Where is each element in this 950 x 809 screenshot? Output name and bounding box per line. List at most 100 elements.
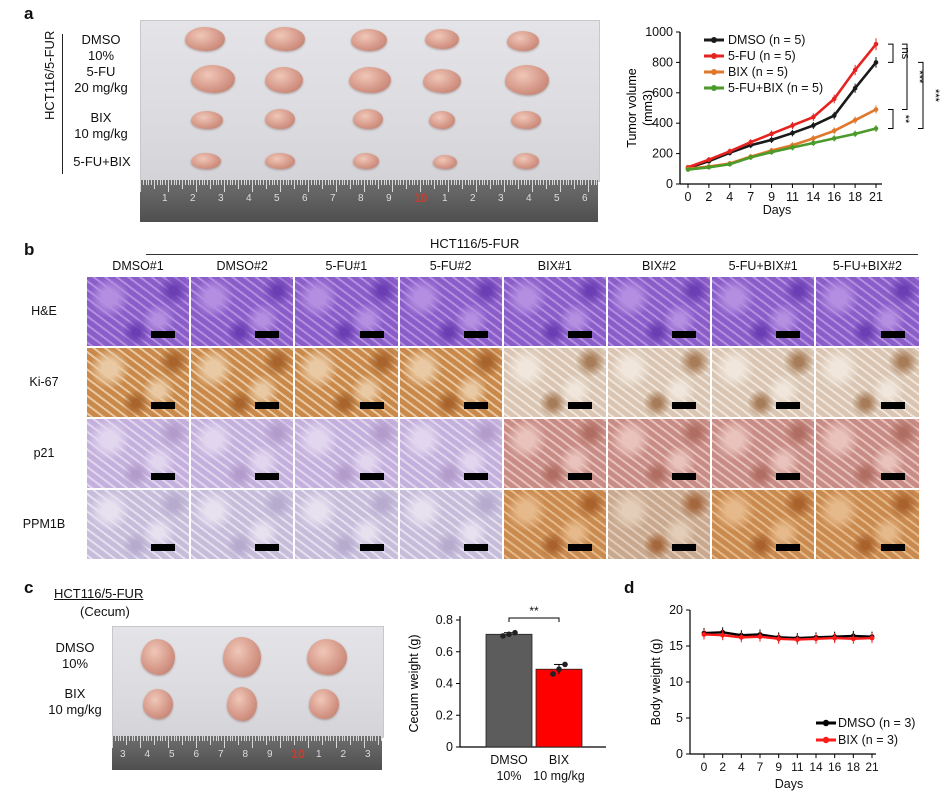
x-tick-label: 16	[827, 190, 841, 204]
scale-bar	[567, 544, 592, 551]
ruler-tick	[187, 736, 189, 741]
ruler-tick	[358, 180, 360, 185]
legend-marker	[711, 37, 717, 43]
ruler-tick	[260, 180, 262, 185]
ruler-tick	[148, 736, 150, 741]
x-tick-label: 11	[786, 190, 799, 204]
y-tick-label: 20	[669, 603, 683, 617]
data-point	[873, 126, 879, 131]
scale-bar	[776, 331, 801, 338]
ruler-label: 4	[246, 193, 252, 204]
panel-b-cell-line-label: HCT116/5-FUR	[430, 236, 520, 251]
ruler-tick	[126, 736, 127, 745]
tumor-image	[507, 31, 539, 51]
ruler-tick	[593, 180, 595, 185]
ruler-tick	[179, 180, 181, 185]
tumor-image	[351, 29, 387, 51]
scale-bar	[880, 544, 905, 551]
ruler-tick	[495, 180, 497, 185]
scale-bar	[776, 544, 801, 551]
ruler-tick	[114, 736, 116, 741]
y-axis-title: Tumor volume	[625, 68, 639, 147]
data-point	[727, 149, 733, 154]
ruler-tick	[305, 736, 307, 741]
ruler-tick	[224, 736, 225, 748]
ruler-tick	[184, 180, 186, 185]
ruler-label: 5	[554, 193, 560, 204]
ruler-tick	[537, 180, 539, 185]
ruler-tick	[445, 180, 447, 185]
x-tick-label: 21	[869, 190, 883, 204]
cecum-group-label-dmso: DMSO 10%	[40, 640, 110, 672]
data-point	[852, 131, 858, 137]
ruler-tick	[366, 736, 368, 741]
ruler-tick	[282, 180, 284, 185]
ruler-tick	[470, 180, 472, 185]
scale-bar	[672, 331, 697, 338]
series-line	[687, 43, 878, 169]
ruler-tick	[254, 180, 256, 185]
ruler-label: 2	[190, 193, 196, 204]
ruler-tick	[131, 736, 133, 741]
ruler-tick	[490, 180, 491, 189]
ruler-tick	[366, 180, 368, 185]
legend-label: DMSO (n = 5)	[728, 33, 805, 47]
ruler-tick	[215, 736, 217, 741]
ruler-tick	[478, 180, 480, 185]
ruler-tick	[229, 180, 231, 185]
x-tick-label: 14	[806, 190, 820, 204]
ruler-tick	[579, 180, 581, 185]
y-tick-label: 200	[652, 147, 673, 161]
tumor-image	[505, 65, 549, 95]
y-axis-unit: (mm3)	[641, 90, 655, 126]
ruler-tick	[420, 180, 421, 192]
ihc-row-header: PPM1B	[22, 517, 66, 531]
ihc-column-header: 5-FU+BIX#2	[832, 259, 902, 273]
ruler-tick	[450, 180, 452, 185]
ruler-tick	[389, 180, 391, 185]
ruler-tick	[352, 180, 354, 185]
ruler-tick	[277, 180, 279, 185]
ruler-tick	[386, 180, 388, 185]
ruler-tick	[182, 736, 183, 745]
scale-bar	[776, 473, 801, 480]
cecum-weight-chart: 0 0.2 0.4 0.6 0.8 Cecum weight (g) DMSO 10% BIX 1…	[407, 604, 606, 783]
ihc-image	[86, 489, 191, 560]
data-point	[769, 149, 774, 155]
y-tick-label: 800	[652, 55, 673, 69]
tumor-photo-a	[140, 20, 600, 182]
ruler-tick	[151, 736, 153, 741]
ihc-row-header: Ki-67	[29, 375, 59, 389]
ruler-tick	[218, 180, 220, 185]
scale-bar	[151, 473, 176, 480]
scale-bar	[463, 473, 488, 480]
ruler-label: 3	[365, 749, 371, 760]
ruler-tick	[238, 736, 239, 745]
ruler-tick	[350, 180, 351, 189]
x-category-label: 10 mg/kg	[533, 769, 584, 783]
ruler-tick	[142, 180, 144, 185]
x-tick-label: 18	[847, 760, 861, 774]
scale-bar	[567, 331, 592, 338]
x-tick-label: 0	[685, 190, 692, 204]
ruler-tick	[347, 736, 349, 741]
data-point	[769, 131, 774, 137]
ruler-tick	[218, 736, 220, 741]
legend-label: BIX (n = 3)	[838, 733, 898, 747]
group-label-line: 5-FU	[86, 64, 116, 79]
panel-c-tissue-label: (Cecum)	[80, 604, 130, 619]
ihc-image	[294, 276, 399, 347]
y-tick-label: 0.4	[436, 677, 453, 691]
ruler-label: 6	[193, 749, 200, 760]
ruler-tick	[336, 180, 337, 192]
data-point	[556, 666, 562, 673]
significance-label: **	[529, 604, 539, 618]
scale-bar	[880, 402, 905, 409]
ruler-tick	[414, 180, 416, 185]
ihc-image	[607, 489, 712, 560]
ruler-tick	[462, 180, 463, 189]
data-point	[776, 636, 782, 642]
ruler-tick	[299, 180, 301, 185]
y-tick-label: 0.2	[436, 708, 453, 722]
ruler-tick	[526, 180, 528, 185]
